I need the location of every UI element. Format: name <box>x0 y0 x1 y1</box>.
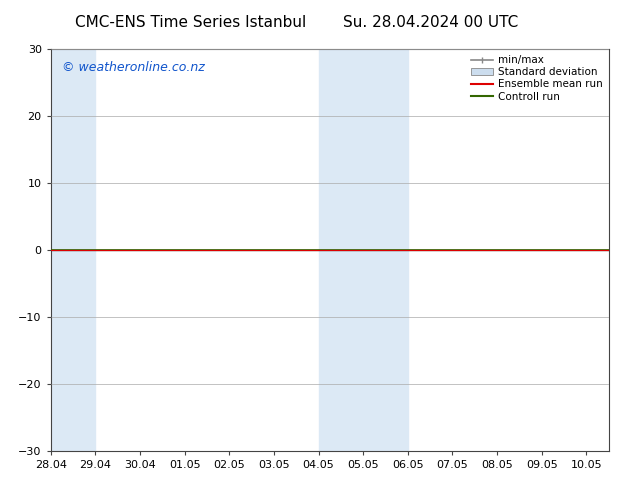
Text: CMC-ENS Time Series Istanbul: CMC-ENS Time Series Istanbul <box>75 15 306 30</box>
Text: © weatheronline.co.nz: © weatheronline.co.nz <box>62 61 205 74</box>
Bar <box>318 49 408 451</box>
Legend: min/max, Standard deviation, Ensemble mean run, Controll run: min/max, Standard deviation, Ensemble me… <box>467 52 605 105</box>
Bar <box>51 49 95 451</box>
Text: Su. 28.04.2024 00 UTC: Su. 28.04.2024 00 UTC <box>344 15 519 30</box>
